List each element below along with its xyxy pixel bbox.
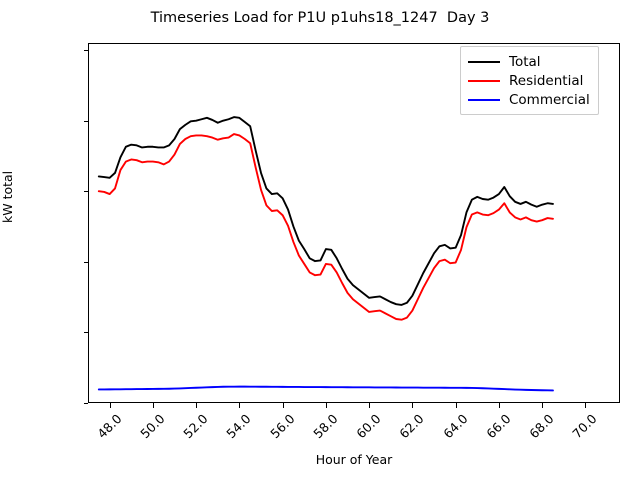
legend-label-residential: Residential xyxy=(509,72,584,89)
x-axis-label: Hour of Year xyxy=(315,452,393,467)
series-canvas xyxy=(97,116,554,392)
x-tick-mark xyxy=(542,403,544,408)
legend-label-total: Total xyxy=(509,53,541,70)
x-tick-mark xyxy=(109,403,111,408)
legend-item-total[interactable]: Total xyxy=(468,52,590,71)
legend-swatch-commercial xyxy=(468,98,500,101)
x-tick-mark xyxy=(196,403,198,408)
legend-swatch-residential xyxy=(468,79,500,82)
y-tick-mark xyxy=(83,403,88,405)
y-tick-mark xyxy=(83,120,88,122)
y-tick-mark xyxy=(83,332,88,334)
x-tick-mark xyxy=(239,403,241,408)
legend-item-residential[interactable]: Residential xyxy=(468,71,590,90)
legend-swatch-total xyxy=(468,60,500,63)
y-tick-mark xyxy=(83,50,88,52)
legend-item-commercial[interactable]: Commercial xyxy=(468,90,590,109)
y-tick-mark xyxy=(83,191,88,193)
y-tick-mark xyxy=(83,261,88,263)
line-series-residential xyxy=(97,133,554,321)
x-tick-mark xyxy=(455,403,457,408)
matplotlib-figure: Timeseries Load for P1U p1uhs18_1247 Day… xyxy=(0,10,620,467)
legend-label-commercial: Commercial xyxy=(509,91,590,108)
x-tick-mark xyxy=(152,403,154,408)
x-tick-mark xyxy=(369,403,371,408)
line-series-total xyxy=(97,116,554,306)
line-series-commercial xyxy=(97,385,554,392)
x-tick-mark xyxy=(282,403,284,408)
y-axis-label: kW total xyxy=(0,170,15,223)
x-tick-mark xyxy=(585,403,587,408)
x-tick-mark xyxy=(498,403,500,408)
x-tick-mark xyxy=(412,403,414,408)
x-tick-mark xyxy=(325,403,327,408)
chart-title: Timeseries Load for P1U p1uhs18_1247 Day… xyxy=(150,10,490,26)
chart-legend: Total Residential Commercial xyxy=(460,46,599,115)
